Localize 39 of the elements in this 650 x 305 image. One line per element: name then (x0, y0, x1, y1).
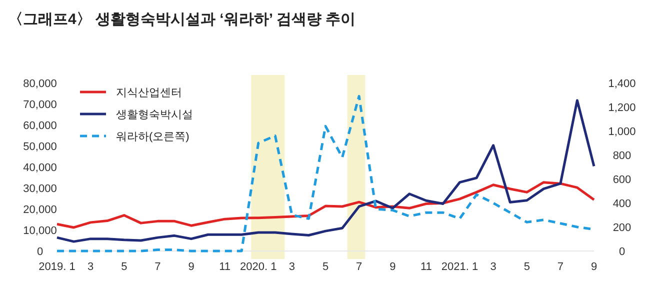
y-tick-label: 70,000 (23, 99, 57, 111)
x-tick-label: 9 (590, 261, 598, 273)
x-tick-label: 7 (154, 261, 161, 273)
chart-title: 〈그래프4〉 생활형숙박시설과 ‘워라하’ 검색량 추이 (8, 11, 356, 28)
y-tick-label: 0 (36, 246, 44, 258)
x-tick-label: 2020. 1 (240, 261, 277, 273)
y-tick-label: 10,000 (23, 225, 57, 237)
legend-label: 지식산업센터 (116, 87, 182, 99)
x-tick-label: 5 (322, 261, 329, 273)
y2-tick-label: 600 (612, 174, 632, 186)
y2-tick-label: 400 (612, 198, 632, 210)
x-tick-label: 11 (219, 261, 231, 273)
y-tick-label: 60,000 (23, 120, 57, 132)
x-tick-label: 5 (524, 261, 530, 273)
y2-tick-label: 0 (618, 246, 626, 258)
y-tick-label: 80,000 (23, 78, 57, 90)
y-tick-label: 40,000 (23, 162, 57, 174)
legend-label: 워라하(오른쪽) (116, 131, 190, 143)
y-tick-label: 20,000 (23, 204, 57, 216)
y-tick-label: 30,000 (23, 183, 57, 195)
y2-tick-label: 800 (612, 150, 632, 162)
y2-tick-label: 1,000 (608, 126, 636, 138)
y-tick-label: 50,000 (23, 141, 57, 153)
x-tick-label: 2019. 1 (38, 261, 76, 273)
x-tick-label: 9 (390, 261, 396, 273)
x-tick-label: 9 (188, 261, 194, 273)
line-series (56, 181, 596, 229)
y2-tick-label: 200 (612, 222, 632, 234)
x-tick-label: 7 (557, 261, 564, 273)
x-tick-label: 5 (121, 261, 128, 273)
x-tick-label: 11 (420, 261, 432, 273)
legend-label: 생활형숙박시설 (116, 109, 193, 121)
x-tick-label: 3 (288, 261, 295, 273)
x-tick-label: 3 (88, 261, 94, 273)
x-tick-label: 2021. 1 (441, 261, 478, 273)
y2-tick-label: 1,200 (608, 102, 636, 114)
x-tick-label: 3 (490, 261, 496, 273)
x-tick-label: 7 (356, 261, 362, 273)
y2-tick-label: 1,400 (608, 78, 636, 90)
